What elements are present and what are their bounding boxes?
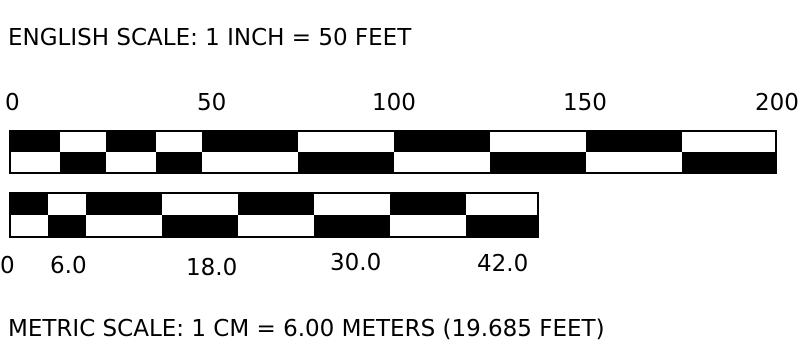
english-scale-bar xyxy=(9,130,777,174)
english-bar-seg xyxy=(586,131,682,152)
english-bar-seg xyxy=(490,152,586,173)
english-bar-outline-stroke xyxy=(9,130,777,174)
metric-tick-label-0: 0 xyxy=(0,253,15,279)
english-tick-label-100: 100 xyxy=(372,90,416,116)
english-tick-label-150: 150 xyxy=(563,90,607,116)
metric-bar-seg xyxy=(390,193,466,215)
english-scale-title: ENGLISH SCALE: 1 INCH = 50 FEET xyxy=(8,25,412,51)
english-bar-seg xyxy=(156,152,202,173)
english-bar-seg xyxy=(10,131,60,152)
english-tick-label-0: 0 xyxy=(5,90,20,116)
metric-tick-label-30: 30.0 xyxy=(330,250,381,276)
english-tick-label-200: 200 xyxy=(755,90,799,116)
english-bar-seg xyxy=(106,131,156,152)
metric-bar-seg xyxy=(10,193,48,215)
metric-tick-label-18: 18.0 xyxy=(186,255,237,281)
metric-bar-seg xyxy=(86,193,162,215)
english-bar-seg xyxy=(298,152,394,173)
metric-bar-seg xyxy=(48,215,86,237)
metric-tick-label-6: 6.0 xyxy=(50,253,87,279)
metric-bar-seg xyxy=(238,193,314,215)
english-tick-label-50: 50 xyxy=(197,90,226,116)
metric-bar-seg xyxy=(314,215,390,237)
english-bar-seg xyxy=(682,152,776,173)
metric-bar-outline-stroke xyxy=(9,192,539,238)
metric-scale-bar xyxy=(9,192,539,238)
english-bar-seg xyxy=(202,131,298,152)
metric-tick-label-42: 42.0 xyxy=(477,251,528,277)
metric-bar-seg xyxy=(162,215,238,237)
english-bar-seg xyxy=(394,131,490,152)
metric-scale-title: METRIC SCALE: 1 CM = 6.00 METERS (19.685… xyxy=(8,316,605,342)
english-bar-seg xyxy=(60,152,106,173)
metric-bar-seg xyxy=(466,215,538,237)
